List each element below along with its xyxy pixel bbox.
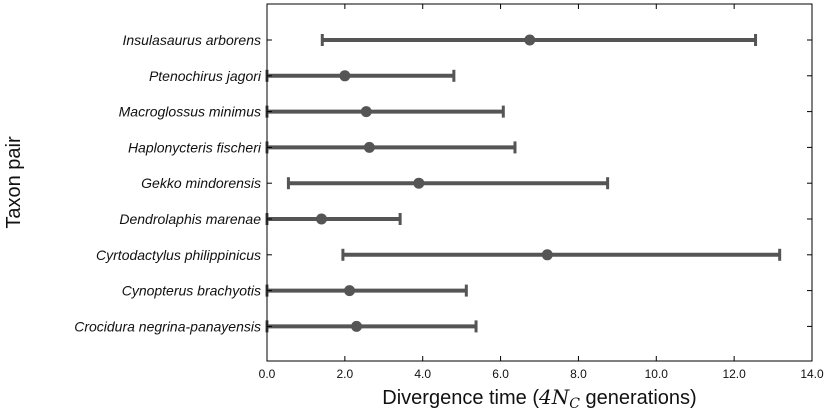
category-label: Macroglossus minimus bbox=[119, 104, 261, 120]
x-axis-title-suffix: generations) bbox=[580, 387, 697, 409]
data-point bbox=[541, 249, 553, 261]
data-point bbox=[360, 106, 372, 118]
y-axis: Insulasaurus arborens Ptenochirus jagori M… bbox=[74, 32, 812, 334]
category-label: Cyrtodactylus philippinicus bbox=[96, 247, 261, 263]
x-axis-title-var: N bbox=[551, 385, 571, 409]
x-tick-label: 12.0 bbox=[722, 367, 746, 381]
x-axis-title-prefix: Divergence time ( bbox=[382, 387, 539, 409]
category-label: Haplonycteris fischeri bbox=[128, 139, 262, 155]
data-point bbox=[363, 141, 375, 153]
data-point bbox=[351, 320, 363, 332]
x-axis-title: Divergence time (4NC generations) bbox=[382, 385, 696, 412]
data-point bbox=[344, 285, 356, 297]
y-axis-title: Taxon pair bbox=[3, 136, 25, 229]
x-axis: 0.0 2.0 4.0 6.0 8.0 10.0 12.0 14.0 bbox=[259, 4, 824, 381]
x-tick-label: 10.0 bbox=[645, 367, 669, 381]
data-point bbox=[339, 70, 351, 82]
data-point bbox=[524, 34, 536, 46]
category-label: Gekko mindorensis bbox=[141, 175, 261, 191]
category-label: Insulasaurus arborens bbox=[122, 32, 261, 48]
x-tick-label: 0.0 bbox=[259, 367, 276, 381]
x-tick-label: 14.0 bbox=[800, 367, 824, 381]
category-label: Ptenochirus jagori bbox=[149, 68, 262, 84]
x-tick-label: 4.0 bbox=[414, 367, 431, 381]
x-axis-title-coef: 4 bbox=[538, 385, 552, 409]
chart-marks bbox=[265, 34, 782, 333]
plot-frame bbox=[266, 3, 813, 362]
x-tick-label: 8.0 bbox=[570, 367, 587, 381]
category-label: Crocidura negrina-panayensis bbox=[74, 318, 261, 334]
data-point bbox=[413, 177, 425, 189]
x-tick-label: 6.0 bbox=[492, 367, 509, 381]
x-axis-title-sub: C bbox=[569, 396, 580, 412]
category-label: Cynopterus brachyotis bbox=[122, 283, 261, 299]
category-label: Dendrolaphis marenae bbox=[119, 211, 261, 227]
data-point bbox=[316, 213, 327, 225]
x-tick-label: 2.0 bbox=[337, 367, 354, 381]
